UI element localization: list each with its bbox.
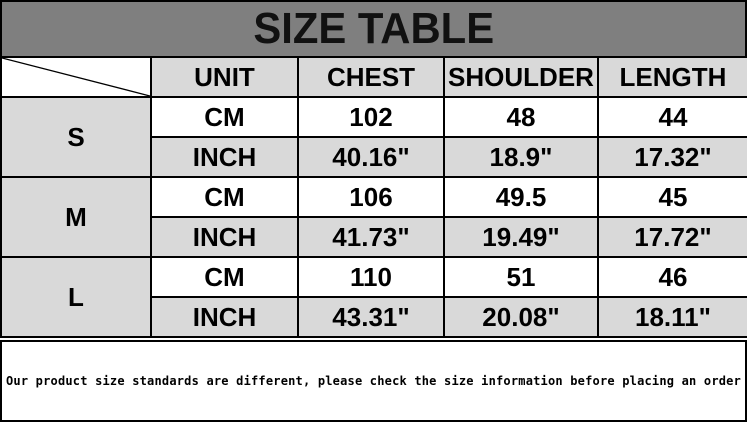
value-cell-l-shoulder-cm: 51: [443, 256, 599, 298]
diagonal-line-icon: [2, 58, 150, 96]
value-cell-l-shoulder-inch: 20.08": [443, 296, 599, 338]
value-cell-l-chest-cm: 110: [297, 256, 445, 298]
header-cell-length: LENGTH: [597, 56, 747, 98]
value-cell-s-length-cm: 44: [597, 96, 747, 138]
value-cell-m-chest-inch: 41.73": [297, 216, 445, 258]
header-row: UNIT CHEST SHOULDER LENGTH: [0, 56, 747, 98]
value-cell-l-length-inch: 18.11": [597, 296, 747, 338]
value-cell-l-chest-inch: 43.31": [297, 296, 445, 338]
value-cell-m-length-cm: 45: [597, 176, 747, 218]
unit-cell: INCH: [150, 216, 299, 258]
size-cell-s: S: [0, 96, 152, 178]
note-text: Our product size standards are different…: [5, 374, 742, 388]
header-cell-unit: UNIT: [150, 56, 299, 98]
table-row-l-inch: INCH 43.31" 20.08" 18.11": [1, 296, 747, 338]
diagonal-cell: [0, 56, 152, 98]
size-cell-l: L: [0, 256, 152, 338]
value-cell-s-chest-inch: 40.16": [297, 136, 445, 178]
table-row-s-cm: S CM 102 48 44: [0, 96, 747, 178]
value-cell-l-length-cm: 46: [597, 256, 747, 298]
value-cell-s-chest-cm: 102: [297, 96, 445, 138]
unit-cell: INCH: [150, 296, 299, 338]
header-cell-shoulder: SHOULDER: [443, 56, 599, 98]
note-box: Our product size standards are different…: [0, 340, 747, 422]
table-row-l-cm: L CM 110 51 46: [0, 256, 747, 338]
value-cell-m-shoulder-cm: 49.5: [443, 176, 599, 218]
table-row-m-cm: M CM 106 49.5 45: [0, 176, 747, 258]
value-cell-m-shoulder-inch: 19.49": [443, 216, 599, 258]
unit-cell: CM: [150, 256, 299, 298]
value-cell-s-shoulder-inch: 18.9": [443, 136, 599, 178]
table-row-m-inch: INCH 41.73" 19.49" 17.72": [1, 216, 747, 258]
unit-cell: CM: [150, 96, 299, 138]
table-row-s-inch: INCH 40.16" 18.9" 17.32": [1, 136, 747, 178]
size-table: UNIT CHEST SHOULDER LENGTH S CM 102 48 4…: [0, 56, 747, 338]
value-cell-s-shoulder-cm: 48: [443, 96, 599, 138]
page-title: SIZE TABLE: [253, 4, 494, 53]
title-bar: SIZE TABLE: [0, 0, 747, 58]
size-cell-m: M: [0, 176, 152, 258]
value-cell-s-length-inch: 17.32": [597, 136, 747, 178]
value-cell-m-chest-cm: 106: [297, 176, 445, 218]
value-cell-m-length-inch: 17.72": [597, 216, 747, 258]
header-cell-chest: CHEST: [297, 56, 445, 98]
unit-cell: INCH: [150, 136, 299, 178]
unit-cell: CM: [150, 176, 299, 218]
